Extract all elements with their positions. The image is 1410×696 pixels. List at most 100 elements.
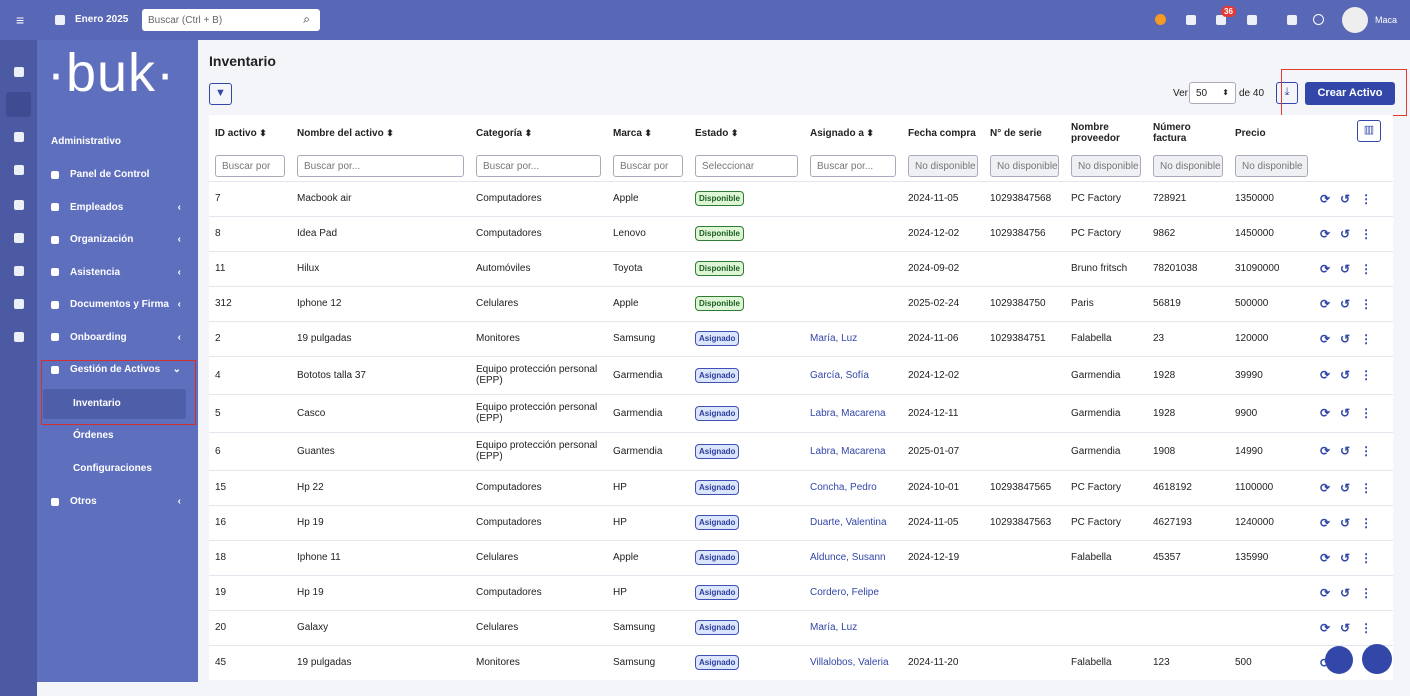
table-cell: 2024-11-05 [902, 504, 984, 540]
cell-text: 2024-12-02 [908, 369, 960, 381]
rail-icon[interactable] [14, 266, 24, 276]
cell-text: 9862 [1153, 228, 1176, 239]
cell-text: 1928 [1153, 407, 1176, 419]
row-actions[interactable]: ⟳↺⋮ [1320, 444, 1383, 458]
table-row: 5 Casco Equipo protección personal (EPP) Ga… [209, 393, 1393, 432]
create-button[interactable]: Crear Activo [1305, 82, 1395, 105]
submenu-item[interactable]: Inventario [73, 397, 121, 409]
status-badge: Disponible [695, 191, 744, 206]
menu-item[interactable]: Onboarding ‹ [51, 332, 181, 343]
row-actions[interactable]: ⟳↺⋮ [1320, 550, 1383, 565]
assignee-link[interactable]: María, Luz [810, 622, 858, 633]
filter-input[interactable]: Buscar por [215, 154, 285, 177]
row-actions[interactable]: ⟳↺⋮ [1320, 331, 1383, 346]
table-cell: Equipo protección personal (EPP) [470, 431, 607, 470]
row-actions[interactable]: ⟳↺⋮ [1320, 261, 1383, 276]
cell-text: 23 [1153, 333, 1165, 344]
menu-item[interactable]: Empleados ‹ [51, 202, 181, 213]
table-cell [984, 539, 1065, 575]
menu-arrow: ‹ [177, 331, 181, 343]
menu-item[interactable]: Otros ‹ [51, 496, 181, 507]
filter-input[interactable]: Buscar por [613, 154, 683, 177]
columns-button[interactable]: ▥ [1357, 120, 1381, 142]
rail-icon[interactable] [14, 299, 24, 309]
rail-icon[interactable] [14, 200, 24, 210]
column-header[interactable]: Marca [607, 115, 689, 151]
rail-active[interactable] [6, 92, 31, 117]
assignee-link[interactable]: Labra, Macarena [810, 445, 886, 457]
notification-badge: 36 [1221, 6, 1236, 17]
row-actions[interactable]: ⟳↺⋮ [1320, 585, 1383, 600]
menu-label: Panel de Control [70, 169, 150, 180]
menu-item[interactable]: Panel de Control [51, 169, 181, 180]
chat-button[interactable] [1362, 644, 1392, 674]
cell-text: 19 [215, 587, 227, 598]
assignee-link[interactable]: Labra, Macarena [810, 407, 886, 419]
assignee-link[interactable]: Concha, Pedro [810, 482, 877, 493]
bell-icon[interactable] [1216, 15, 1226, 25]
column-header[interactable]: Categoría [470, 115, 607, 151]
table-cell: Computadores [470, 574, 607, 610]
row-actions[interactable]: ⟳↺⋮ [1320, 191, 1383, 206]
menu-icon [51, 170, 59, 179]
announce-icon[interactable] [1287, 15, 1297, 25]
filter-input[interactable]: Seleccionar [695, 154, 798, 177]
search[interactable]: Buscar (Ctrl + B) ⌕ [142, 9, 320, 31]
cell-text: 4 [215, 369, 221, 381]
row-actions[interactable]: ⟳↺⋮ [1320, 368, 1383, 382]
submenu-item[interactable]: Órdenes [73, 430, 114, 441]
actions-cell: ⟳↺⋮ [1314, 504, 1393, 540]
settings-icon[interactable] [1186, 15, 1196, 25]
assignee-link[interactable]: García, Sofía [810, 369, 869, 381]
cell-text: 9900 [1235, 407, 1258, 419]
assignee-link[interactable]: Aldunce, Susann [810, 552, 886, 563]
rail-icon[interactable] [14, 132, 24, 142]
column-header[interactable]: ID activo [209, 115, 291, 151]
filter-button[interactable]: ▼ [209, 83, 232, 105]
row-actions[interactable]: ⟳↺⋮ [1320, 620, 1383, 635]
filter-input[interactable]: Buscar por... [476, 154, 601, 177]
table-cell: Lenovo [607, 215, 689, 251]
table-cell: 9862 [1147, 215, 1229, 251]
filter-input[interactable]: Buscar por... [297, 154, 464, 177]
row-actions[interactable]: ⟳↺⋮ [1320, 480, 1383, 495]
assignee-link[interactable]: Duarte, Valentina [810, 517, 887, 528]
filter-input: No disponible [1235, 154, 1308, 177]
avatar[interactable] [1342, 7, 1368, 33]
column-header[interactable]: Estado [689, 115, 804, 151]
news-icon[interactable] [1247, 15, 1257, 25]
menu-toggle[interactable]: ≡ [16, 12, 25, 28]
assignee-link[interactable]: María, Luz [810, 333, 858, 344]
rail-icon[interactable] [14, 233, 24, 243]
per-page-select[interactable]: 50 ⬍ [1189, 82, 1236, 104]
rail-icon[interactable] [14, 165, 24, 175]
download-button[interactable]: ⤓ [1276, 82, 1298, 104]
rail-icon[interactable] [14, 67, 24, 77]
column-header[interactable]: Nombre del activo [291, 115, 470, 151]
cell-text: 1240000 [1235, 517, 1274, 528]
submenu-item[interactable]: Configuraciones [73, 462, 152, 474]
filter-input[interactable]: Buscar por... [810, 154, 896, 177]
assignee-link[interactable]: Cordero, Felipe [810, 587, 879, 598]
table-cell [902, 609, 984, 645]
table-cell: Garmendia [607, 393, 689, 432]
menu-item[interactable]: Asistencia ‹ [51, 267, 181, 278]
cell-text: 1350000 [1235, 193, 1274, 204]
row-actions[interactable]: ⟳↺⋮ [1320, 515, 1383, 530]
row-actions[interactable]: ⟳↺⋮ [1320, 406, 1383, 420]
points-icon[interactable] [1155, 14, 1166, 25]
help-icon[interactable] [1313, 14, 1324, 25]
assignee-link[interactable]: Villalobos, Valeria [810, 657, 889, 669]
column-header[interactable]: Asignado a [804, 115, 902, 151]
user-name[interactable]: Maca [1375, 15, 1398, 25]
menu-item[interactable]: Documentos y Firma ‹ [51, 299, 181, 310]
menu-item[interactable]: Gestión de Activos ⌄ [51, 364, 181, 375]
rail-icon[interactable] [14, 332, 24, 342]
menu-item[interactable]: Organización ‹ [51, 234, 181, 245]
cell-text: Hp 19 [297, 587, 324, 598]
row-actions[interactable]: ⟳↺⋮ [1320, 296, 1383, 311]
period[interactable]: Enero 2025 [75, 14, 129, 25]
row-actions[interactable]: ⟳↺⋮ [1320, 226, 1383, 241]
fab[interactable] [1325, 646, 1353, 674]
table-cell: Paris [1065, 285, 1147, 321]
